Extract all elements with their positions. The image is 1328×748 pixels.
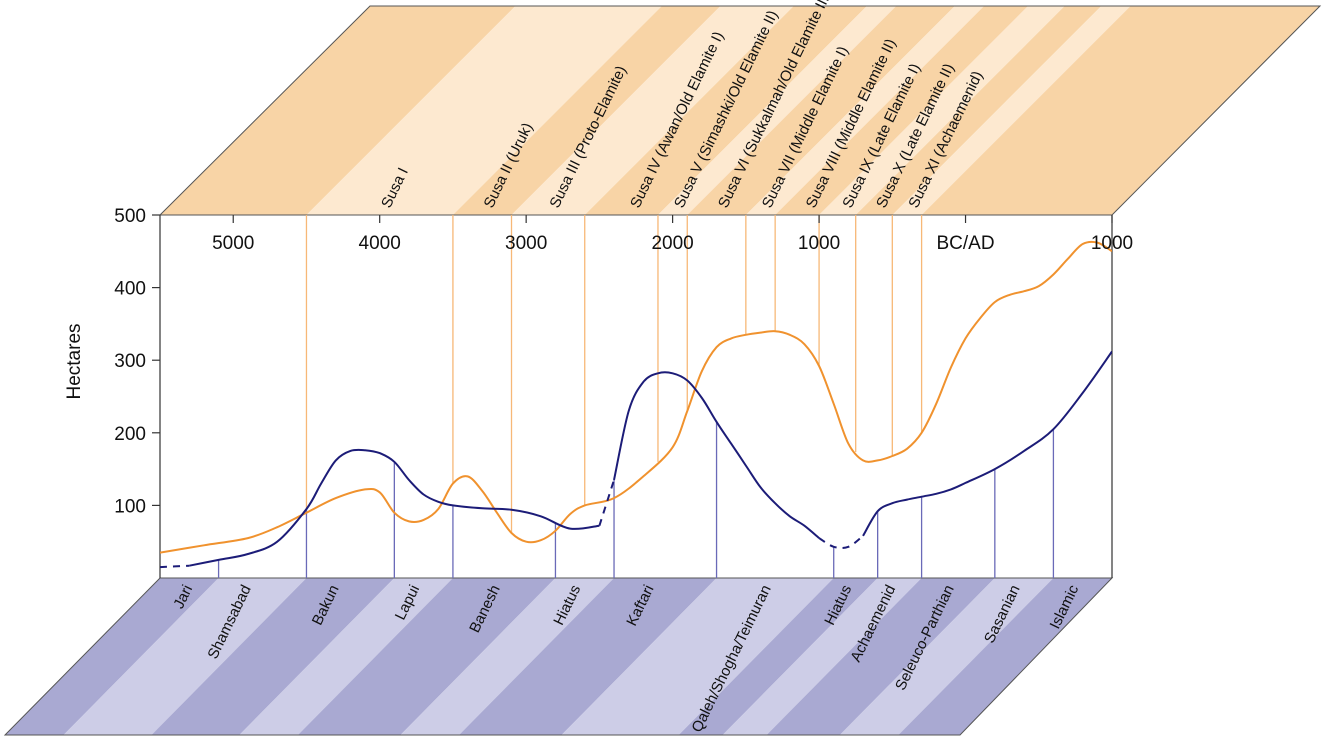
y-axis-title: Hectares <box>64 323 85 399</box>
series-line-regional-dashed <box>160 564 190 569</box>
bottom-period-band <box>151 578 395 735</box>
series-line-regional <box>613 371 820 539</box>
bottom-period-band <box>766 578 995 735</box>
top-phase-band <box>657 6 897 215</box>
top-phase-band <box>452 6 721 215</box>
x-tick-label: 1000 <box>798 233 840 254</box>
top-phase-band <box>745 6 985 215</box>
top-phase-band <box>775 6 1029 215</box>
top-phase-band <box>819 6 1065 215</box>
top-phase-band <box>306 6 662 215</box>
bottom-period-band <box>459 578 717 735</box>
bottom-period-band <box>839 578 1054 735</box>
x-tick-label: BC/AD <box>936 233 994 254</box>
series-line-regional-dashed <box>818 535 864 549</box>
y-tick-label: 500 <box>114 206 146 227</box>
series-line-regional-dashed <box>598 479 615 527</box>
top-phase-band <box>892 6 1131 215</box>
series-group <box>160 240 1112 569</box>
x-tick-label: 2000 <box>651 233 693 254</box>
bottom-period-band <box>400 578 615 735</box>
top-phase-band <box>855 6 1102 215</box>
top-phase-band <box>921 6 1320 215</box>
series-line-susa <box>160 240 1112 554</box>
bottom-period-band <box>561 578 834 735</box>
series-line-regional <box>189 448 600 567</box>
bottom-plane-border <box>3 577 1114 736</box>
x-tick-label: 5000 <box>212 233 254 254</box>
y-tick-label: 100 <box>114 496 146 517</box>
x-tick-label: 3000 <box>505 233 547 254</box>
top-phase-band <box>511 6 794 215</box>
top-phase-band <box>584 6 867 215</box>
bottom-period-band <box>63 578 307 735</box>
series-line-regional <box>862 350 1112 537</box>
bottom-period-band <box>239 578 453 735</box>
top-phase-band <box>687 6 955 215</box>
top-plane-border <box>158 5 1322 216</box>
x-tick-label: 4000 <box>359 233 401 254</box>
y-tick-label: 300 <box>114 351 146 372</box>
y-tick-label: 400 <box>114 279 146 300</box>
y-tick-label: 200 <box>114 424 146 445</box>
bottom-period-band <box>722 578 922 735</box>
bottom-period-band <box>297 578 556 735</box>
top-phase-plane <box>160 6 1320 215</box>
bottom-period-band <box>678 578 878 735</box>
x-tick-label: 1000 <box>1091 233 1133 254</box>
